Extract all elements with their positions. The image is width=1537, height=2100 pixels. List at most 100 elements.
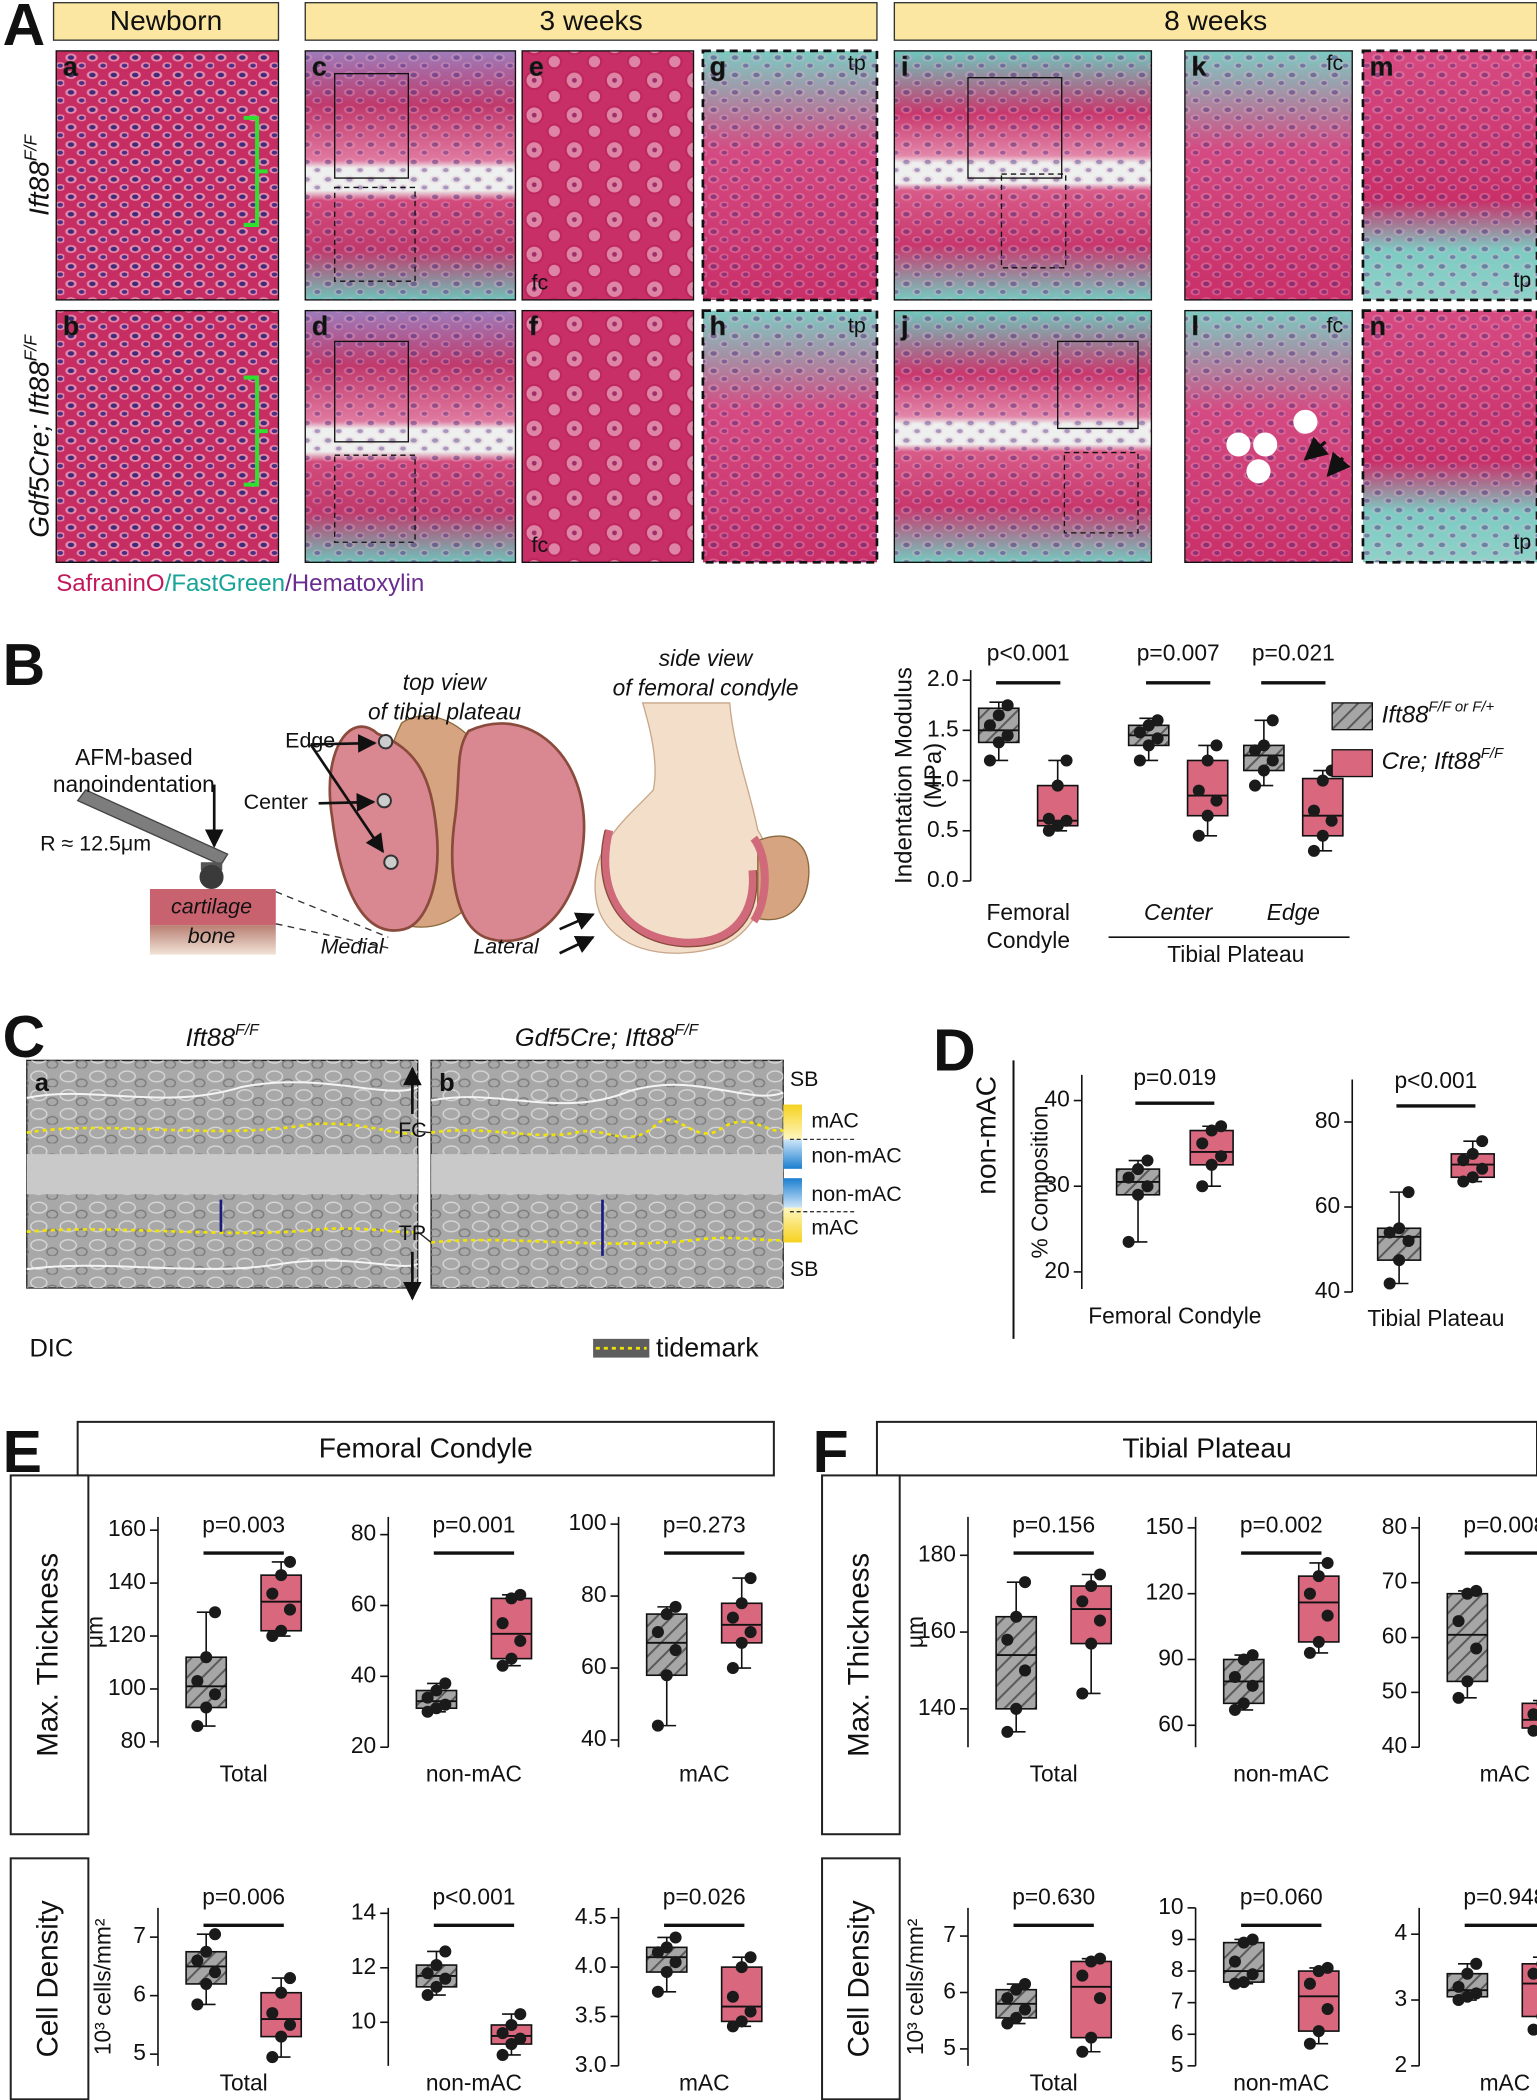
row-label: Max. Thickness — [31, 1553, 64, 1757]
data-point — [1210, 739, 1223, 752]
star-marker — [1253, 432, 1278, 457]
data-point — [208, 1606, 222, 1619]
data-point — [1527, 1967, 1537, 1980]
data-point — [1122, 1171, 1135, 1184]
y-tick-label: 6 — [1171, 2019, 1184, 2045]
image-title-part: F/F — [675, 1022, 700, 1039]
data-point — [1001, 1633, 1014, 1646]
data-point — [1085, 2031, 1098, 2044]
section-header: Tibial Plateau — [1122, 1432, 1291, 1463]
data-point — [505, 2018, 518, 2032]
inset-box — [334, 454, 416, 543]
micrograph-texture — [894, 310, 1152, 563]
y-tick-label: 14 — [351, 1898, 376, 1924]
bracket — [243, 375, 268, 487]
data-point — [1325, 814, 1338, 827]
panel-letter: F — [813, 1420, 849, 1485]
data-point — [1201, 754, 1214, 767]
data-point — [1527, 2023, 1537, 2036]
panel-letter: B — [3, 633, 46, 698]
column-header: Newborn — [110, 5, 223, 36]
panel-sublabel: b — [63, 311, 79, 341]
data-point — [275, 1986, 288, 1999]
y-tick-label: 120 — [1146, 1579, 1184, 1605]
x-tick-label: non-mAC — [426, 2070, 522, 2096]
panel-letter: A — [3, 0, 46, 58]
data-point — [1042, 824, 1055, 837]
y-tick-label: 50 — [1382, 1677, 1407, 1703]
micrograph-texture — [305, 50, 516, 300]
data-point — [1228, 1955, 1241, 1968]
y-tick-label: 80 — [1315, 1107, 1340, 1133]
x-tick-label: non-mAC — [1233, 2070, 1329, 2096]
y-tick-label: 160 — [108, 1515, 146, 1541]
p-value: p<0.001 — [1394, 1067, 1477, 1093]
data-point — [1303, 2037, 1316, 2050]
data-point — [983, 719, 996, 732]
box — [490, 1597, 533, 1660]
p-value: p=0.060 — [1240, 1884, 1323, 1910]
tissue-label: fc — [532, 270, 549, 294]
image-title-part: Ift88 — [186, 1024, 235, 1052]
micrograph-texture — [702, 310, 877, 563]
data-point — [421, 1989, 434, 2002]
y-axis-label: μm — [902, 1616, 928, 1648]
box — [1297, 1970, 1340, 2032]
data-point — [266, 2007, 279, 2020]
data-point — [1452, 1691, 1465, 1704]
column-header: 8 weeks — [1164, 5, 1267, 36]
data-point — [430, 1980, 443, 1993]
tissue-label: tp — [1513, 268, 1531, 292]
micrograph-texture — [305, 310, 516, 563]
data-point — [1093, 1992, 1107, 2005]
row-label-part: Gdf5Cre; Ift88 — [24, 361, 55, 538]
data-point — [496, 1659, 509, 1672]
data-point — [1151, 732, 1164, 745]
data-point — [660, 1669, 673, 1682]
data-point — [1383, 1277, 1396, 1290]
data-point — [1215, 1120, 1228, 1133]
data-point — [283, 1555, 297, 1568]
data-point — [1266, 754, 1279, 767]
x-tick-label-box: Center — [1144, 900, 1212, 925]
micrograph-texture — [56, 50, 279, 300]
afm-illustration — [76, 702, 810, 955]
y-tick-label: 60 — [1158, 1710, 1183, 1736]
data-point — [1470, 1642, 1483, 1655]
legend-label: tidemark — [656, 1333, 759, 1363]
data-point — [1321, 1961, 1334, 1974]
data-point — [430, 1684, 443, 1697]
y-tick-label: 80 — [581, 1581, 606, 1607]
stain-label-part: /Hematoxylin — [285, 570, 424, 597]
data-point — [1215, 1150, 1228, 1163]
data-point — [1316, 774, 1329, 787]
micrograph-texture — [56, 310, 279, 563]
data-point — [1201, 809, 1214, 822]
data-point — [1205, 1158, 1218, 1171]
legend-label-part: F/F or F/+ — [1429, 699, 1495, 716]
data-point — [1321, 1556, 1334, 1570]
p-value: p=0.007 — [1137, 640, 1220, 666]
illustration-text: nanoindentation — [53, 771, 215, 797]
micrograph-texture — [522, 310, 694, 563]
illustration-text: R ≈ 12.5μm — [40, 831, 151, 855]
y-tick-label: 10 — [351, 2007, 376, 2033]
data-point — [200, 1945, 213, 1958]
tissue-label: tp — [848, 313, 866, 337]
data-point — [744, 1626, 757, 1639]
data-point — [283, 1972, 297, 1985]
data-point — [1122, 1235, 1135, 1248]
y-tick-label: 80 — [351, 1520, 376, 1546]
p-value: p=0.001 — [433, 1511, 516, 1537]
data-point — [1076, 1969, 1089, 1982]
inset-box — [334, 72, 410, 179]
p-value: p=0.002 — [1240, 1511, 1323, 1537]
illustration-text: AFM-based — [75, 744, 193, 770]
data-point — [669, 1931, 682, 1944]
y-tick-label: 5 — [133, 2039, 146, 2065]
data-point — [1303, 1646, 1316, 1659]
y-tick-label: 12 — [351, 1953, 376, 1979]
data-point — [514, 1634, 527, 1647]
illustration-text: Lateral — [473, 935, 540, 959]
data-point — [1476, 1135, 1489, 1148]
